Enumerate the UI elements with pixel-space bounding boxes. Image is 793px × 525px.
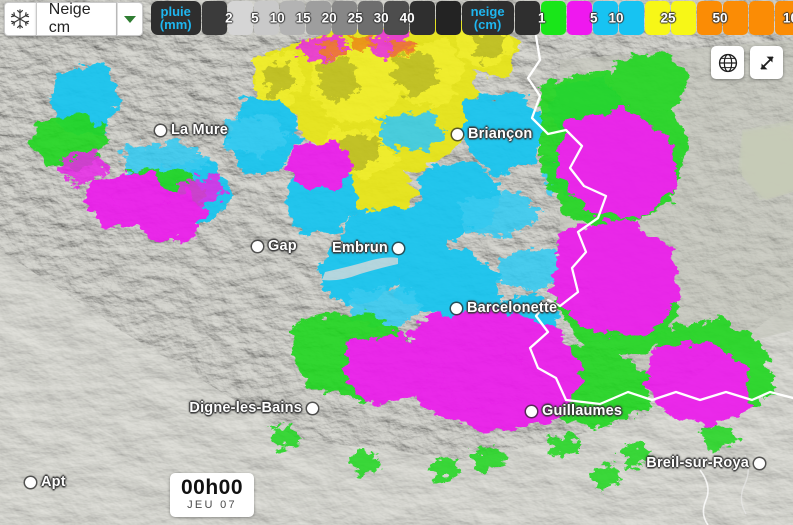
fullscreen-glyph	[760, 56, 773, 69]
city-dot	[25, 476, 36, 488]
legend-snow-swatch-1[interactable]	[540, 1, 566, 35]
layer-select-value: Neige cm	[48, 1, 91, 36]
city-dot	[451, 302, 462, 314]
city-marker-embrun[interactable]: Embrun	[332, 240, 404, 256]
legend-snow-label-0: 1	[538, 10, 546, 26]
city-name: Embrun	[332, 240, 388, 256]
globe-icon[interactable]	[711, 46, 744, 79]
city-name: Digne-les-Bains	[189, 400, 302, 416]
legend-rain-label-4: 20	[321, 10, 337, 26]
legend-rain-title: pluie (mm)	[150, 1, 201, 35]
timestamp-box: 00h00 JEU 07	[170, 472, 255, 517]
city-marker-guillaumes[interactable]: Guillaumes	[526, 403, 622, 419]
legend-snow-label-10: 100	[783, 10, 793, 26]
legend-snow-swatch-10[interactable]: 100	[774, 1, 793, 35]
city-marker-apt[interactable]: Apt	[25, 474, 66, 490]
layer-selector-group[interactable]: Neige cm	[4, 1, 143, 36]
legend-rain-swatch-4[interactable]: 20	[305, 1, 337, 35]
city-name: Breil-sur-Roya	[646, 455, 749, 471]
city-dot	[155, 124, 166, 136]
city-marker-breil-sur-roya[interactable]: Breil-sur-Roya	[646, 455, 765, 471]
legend-snow-label-5: 25	[660, 10, 676, 26]
city-marker-brian-on[interactable]: Briançon	[452, 126, 532, 142]
city-marker-barcelonette[interactable]: Barcelonette	[451, 300, 557, 316]
fullscreen-icon[interactable]	[750, 46, 783, 79]
city-name: Guillaumes	[542, 403, 623, 419]
legend-rain-label-7: 40	[399, 10, 415, 26]
city-dot	[452, 128, 463, 140]
legend-snow-label-3: 10	[608, 10, 624, 26]
legend-snow-swatch-9[interactable]	[748, 1, 774, 35]
timestamp-time: 00h00	[181, 475, 244, 499]
top-toolbar: Neige cm pluie (mm) 2 5 10 15 20 25 30 40 neige (cm…	[0, 0, 793, 36]
legend-rain-swatch-7[interactable]: 40	[383, 1, 415, 35]
snowflake-icon[interactable]	[4, 2, 36, 36]
globe-glyph	[718, 53, 737, 72]
city-name: Barcelonette	[467, 300, 558, 316]
city-marker-la-mure[interactable]: La Mure	[155, 122, 228, 138]
city-dot	[526, 405, 537, 417]
legend-snow-label-7: 50	[712, 10, 728, 26]
city-name: Apt	[41, 474, 66, 490]
city-dot	[307, 402, 318, 414]
legend-snow-swatch-2[interactable]: 5	[566, 1, 598, 35]
legend-snow-label-2: 5	[590, 10, 598, 26]
legend-snow-swatch-8[interactable]	[722, 1, 748, 35]
legend-rain-label-2: 10	[269, 10, 285, 26]
legend-rain-swatch-8[interactable]	[409, 1, 435, 35]
legend-snow-swatch-5[interactable]: 25	[644, 1, 676, 35]
legend-rain-swatch-2[interactable]: 10	[253, 1, 285, 35]
legend-snow-swatch-7[interactable]: 50	[696, 1, 728, 35]
legend-rain-label-3: 15	[295, 10, 311, 26]
city-marker-gap[interactable]: Gap	[252, 238, 297, 254]
legend-rain-label-5: 25	[347, 10, 363, 26]
city-name: Gap	[268, 238, 297, 254]
timestamp-date: JEU 07	[187, 498, 237, 511]
legend-snow-title: neige (cm)	[461, 1, 514, 35]
legend-rain-label-6: 30	[373, 10, 389, 26]
legend-rain-swatch-3[interactable]: 15	[279, 1, 311, 35]
city-dot	[252, 240, 263, 252]
legend-rain-swatch-0[interactable]: 2	[201, 1, 233, 35]
layer-select[interactable]: Neige cm	[35, 1, 117, 36]
legend-snow-swatch-6[interactable]	[670, 1, 696, 35]
legend-snow-swatch-0[interactable]: 1	[514, 1, 546, 35]
city-name: La Mure	[171, 122, 228, 138]
legend-rain-label-0: 2	[225, 10, 233, 26]
legend-snow-swatch-4[interactable]	[618, 1, 644, 35]
city-name: Briançon	[468, 126, 533, 142]
legend-rain-swatch-9[interactable]	[435, 1, 461, 35]
snowflake-glyph	[11, 9, 30, 29]
legend-rain-label-1: 5	[251, 10, 259, 26]
city-dot	[393, 242, 404, 254]
city-dot	[754, 457, 765, 469]
legend-rain-swatch-1[interactable]: 5	[227, 1, 259, 35]
city-marker-digne-les-bains[interactable]: Digne-les-Bains	[189, 400, 318, 416]
chevron-down-icon[interactable]	[116, 2, 143, 36]
legend-snow-swatch-3[interactable]: 10	[592, 1, 624, 35]
legend-rain-swatch-5[interactable]: 25	[331, 1, 363, 35]
legend-rain-swatch-6[interactable]: 30	[357, 1, 389, 35]
legend-scale: pluie (mm) 2 5 10 15 20 25 30 40 neige (cm) 1 5 10 25 50…	[150, 1, 793, 35]
